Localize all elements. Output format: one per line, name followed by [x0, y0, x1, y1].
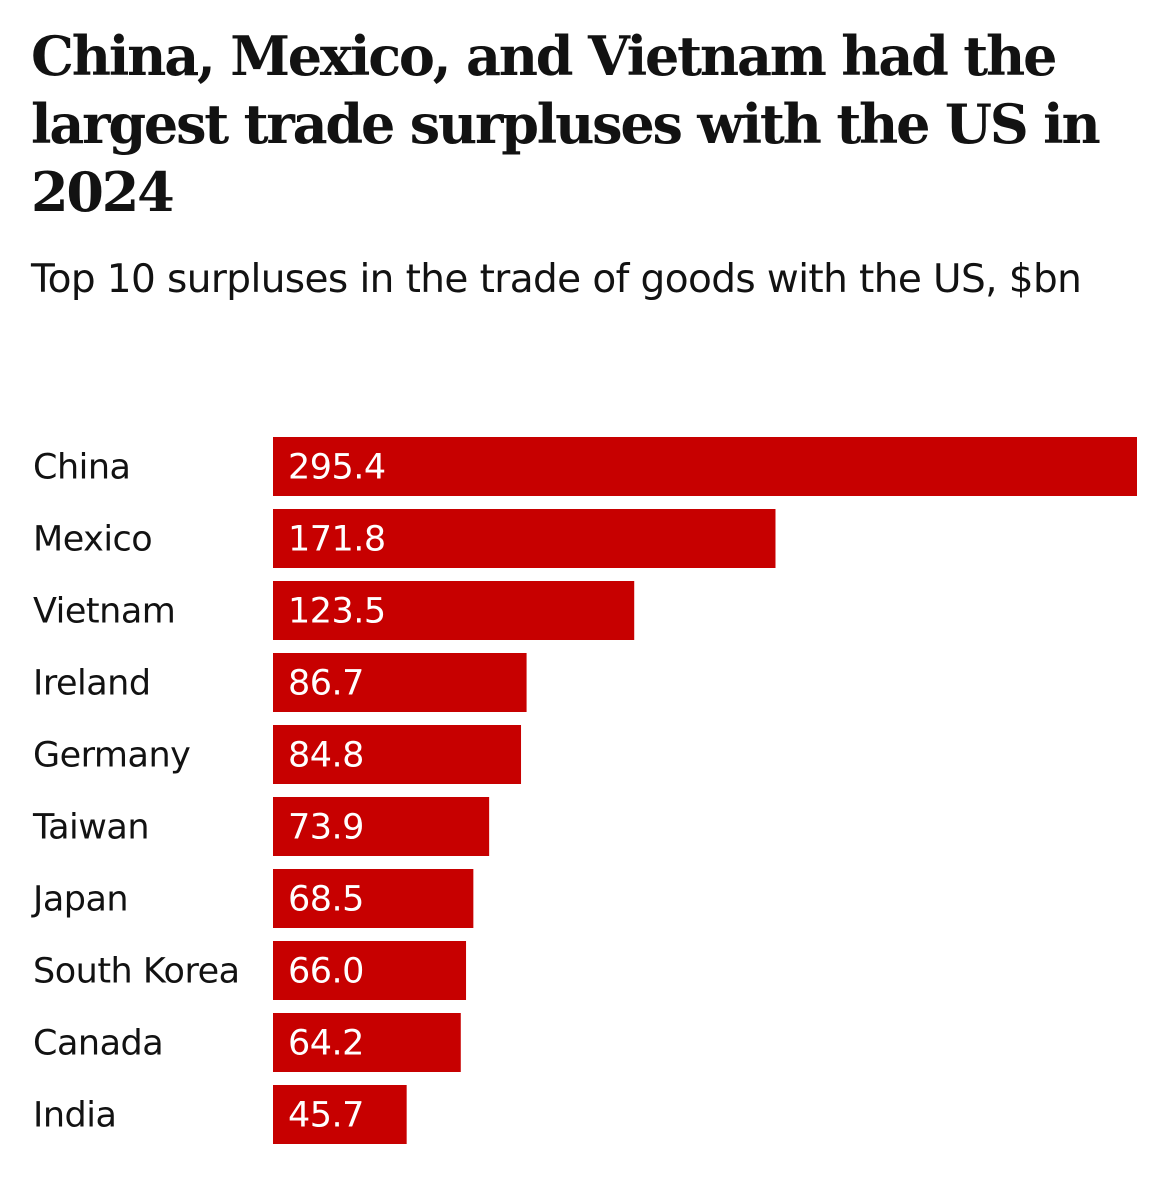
value-label: 84.8 [288, 736, 364, 776]
bar [273, 869, 474, 928]
value-label: 73.9 [288, 808, 364, 848]
value-label: 68.5 [288, 880, 364, 920]
bar-row: India 45.7 [33, 1085, 407, 1144]
category-label: Germany [33, 736, 190, 776]
category-label: Mexico [33, 520, 152, 560]
bar-row: Germany 84.8 [33, 725, 522, 784]
value-label: 171.8 [288, 520, 386, 560]
category-label: Ireland [33, 664, 151, 704]
bar-row: Japan 68.5 [31, 869, 474, 928]
bar [273, 1013, 461, 1072]
value-label: 86.7 [288, 664, 364, 704]
bar [273, 581, 635, 640]
category-label: South Korea [33, 952, 240, 992]
category-label: India [33, 1096, 116, 1136]
value-label: 45.7 [288, 1096, 364, 1136]
chart-title: China, Mexico, and Vietnam had the large… [31, 24, 1101, 224]
category-label: Taiwan [32, 808, 149, 848]
category-label: China [33, 448, 130, 488]
bar [273, 1085, 407, 1144]
bar-row: Vietnam 123.5 [33, 581, 635, 640]
bar [273, 509, 776, 568]
bar-row: Canada 64.2 [33, 1013, 461, 1072]
category-label: Japan [31, 880, 128, 920]
bar [273, 941, 467, 1000]
value-label: 295.4 [288, 448, 386, 488]
category-label: Canada [33, 1024, 163, 1064]
bar [273, 437, 1137, 496]
value-label: 123.5 [288, 592, 386, 632]
bar-row: South Korea 66.0 [33, 941, 467, 1000]
value-label: 64.2 [288, 1024, 364, 1064]
value-label: 66.0 [288, 952, 364, 992]
bar-row: China 295.4 [33, 437, 1137, 496]
bar-row: Mexico 171.8 [33, 509, 776, 568]
bar [273, 725, 522, 784]
bar [273, 797, 490, 856]
bar [273, 653, 527, 712]
chart-subtitle: Top 10 surpluses in the trade of goods w… [31, 257, 1082, 302]
bar-row: Taiwan 73.9 [32, 797, 490, 856]
bar-row: Ireland 86.7 [33, 653, 527, 712]
category-label: Vietnam [33, 592, 175, 632]
